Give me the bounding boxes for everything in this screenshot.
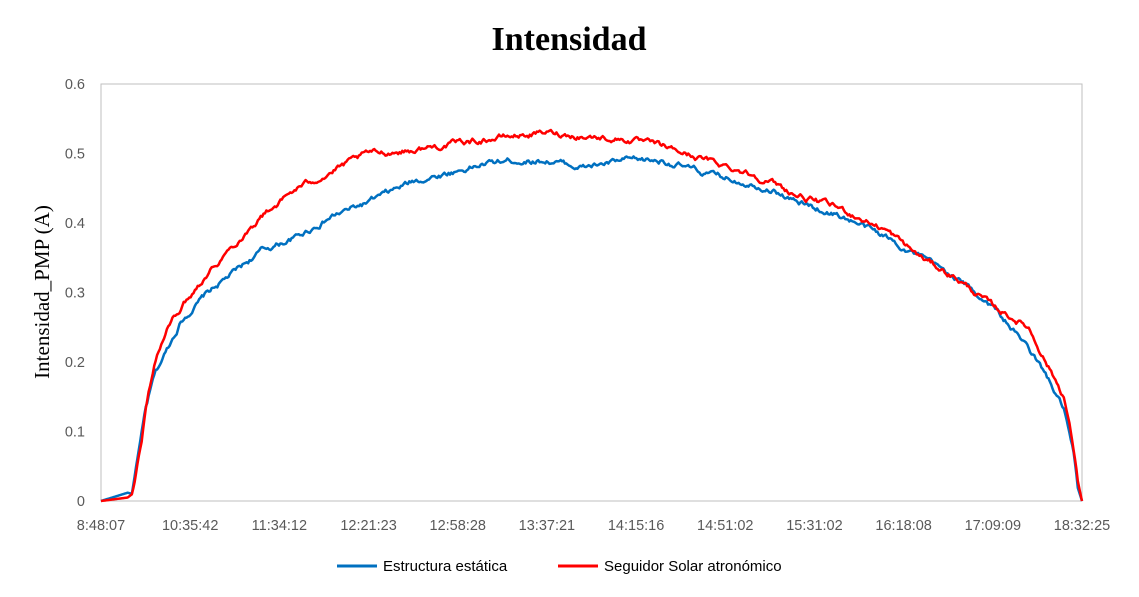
y-tick-label: 0.5: [65, 147, 85, 163]
legend: Estructura estática Seguidor Solar atronó…: [337, 558, 782, 575]
legend-label: Estructura estática: [383, 558, 508, 575]
x-tick-label: 8:48:07: [77, 518, 125, 534]
y-tick-label: 0.2: [65, 355, 85, 371]
x-tick-label: 11:34:12: [252, 518, 307, 534]
x-tick-label: 17:09:09: [965, 518, 1021, 534]
x-axis-ticks: 8:48:07 10:35:42 11:34:12 12:21:23 12:58:28 1…: [77, 518, 1110, 534]
y-axis-ticks: 0 0.1 0.2 0.3 0.4 0.5 0.6: [65, 77, 85, 510]
x-tick-label: 18:32:25: [1054, 518, 1110, 534]
x-tick-label: 10:35:42: [162, 518, 218, 534]
x-tick-label: 15:31:02: [786, 518, 842, 534]
y-tick-label: 0.1: [65, 425, 85, 441]
x-tick-label: 14:51:02: [697, 518, 753, 534]
y-tick-label: 0.6: [65, 77, 85, 93]
series-layer: [100, 128, 1084, 503]
legend-label: Seguidor Solar atronómico: [604, 558, 782, 575]
x-tick-label: 12:21:23: [340, 518, 396, 534]
x-tick-label: 13:37:21: [519, 518, 575, 534]
x-tick-label: 14:15:16: [608, 518, 664, 534]
y-axis-label: Intensidad_PMP (A): [30, 205, 54, 379]
y-tick-label: 0.4: [65, 216, 85, 232]
series-line-estructura-estatica: [100, 155, 1084, 503]
series-line-seguidor-solar: [100, 128, 1084, 503]
x-tick-label: 16:18:08: [875, 518, 931, 534]
y-tick-label: 0.3: [65, 286, 85, 302]
chart-title: Intensidad: [492, 21, 647, 58]
x-tick-label: 12:58:28: [430, 518, 486, 534]
y-tick-label: 0: [77, 494, 85, 510]
plot-area: [100, 83, 1083, 502]
